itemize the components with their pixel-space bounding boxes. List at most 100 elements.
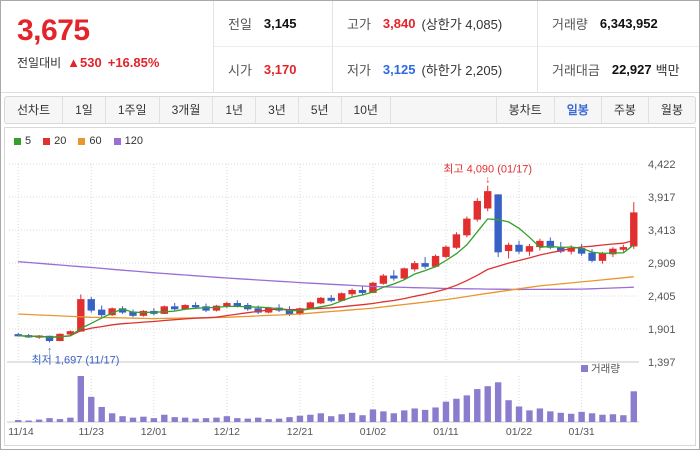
volume-bar xyxy=(223,416,231,422)
candle-body xyxy=(452,234,461,248)
tab-candle-chart[interactable]: 봉차트 xyxy=(495,97,554,123)
volume-bar xyxy=(578,411,585,422)
candle-body xyxy=(588,252,596,261)
candle-body xyxy=(546,240,555,248)
volume-bar xyxy=(609,414,617,422)
candle-body xyxy=(77,299,85,332)
stat-upper-limit: (상한가 4,085) xyxy=(421,16,503,32)
candle-body xyxy=(87,299,95,311)
volume-bar xyxy=(348,412,356,422)
y-axis-label: 4,422 xyxy=(648,159,676,171)
candle-body xyxy=(494,194,502,253)
stat-amount: 거래대금 22,927 백만 xyxy=(537,46,699,92)
volume-legend-label: 거래량 xyxy=(591,363,620,375)
volume-bar xyxy=(56,419,64,422)
stat-open-value: 3,170 xyxy=(263,61,297,77)
stat-amount-unit: 백만 xyxy=(655,62,680,78)
stat-amount-label: 거래대금 xyxy=(552,62,600,78)
tab-period-1y[interactable]: 1년 xyxy=(213,97,257,123)
volume-bar xyxy=(307,414,314,422)
price-volume-chart[interactable]: 4,422 3,917 3,413 2,909 2,405 1,901 1,397 11/14… xyxy=(5,128,695,445)
legend-label-ma5: 5 xyxy=(25,135,32,147)
volume-bar xyxy=(630,391,637,422)
volume-bar xyxy=(234,418,241,422)
candle-body xyxy=(317,297,325,304)
legend-swatch-ma5 xyxy=(14,137,21,145)
tab-period-3m[interactable]: 3개월 xyxy=(160,97,214,123)
volume-bar xyxy=(547,411,554,422)
volume-bar xyxy=(567,413,575,422)
legend-swatch-ma120 xyxy=(113,137,121,145)
volume-bar xyxy=(338,414,345,422)
volume-bar xyxy=(140,416,147,422)
x-axis-label: 01/02 xyxy=(360,426,386,438)
quote-stats: 전일 3,145 고가 3,840 (상한가 4,085) 거래량 6,343,… xyxy=(213,1,699,92)
volume-bar xyxy=(453,398,460,422)
stat-amount-value: 22,927 xyxy=(611,61,652,77)
ma120-line xyxy=(18,261,634,291)
volume-bar xyxy=(161,414,168,422)
volume-bar xyxy=(171,417,178,422)
tab-period-10y[interactable]: 10년 xyxy=(342,97,391,123)
change-row: 전일대비 ▲530 +16.85% xyxy=(17,54,197,71)
volume-bar xyxy=(620,415,627,422)
candle-body xyxy=(233,303,242,307)
tab-candle-monthly[interactable]: 월봉 xyxy=(647,97,695,123)
ma-legend: 5 20 60 120 xyxy=(14,135,143,147)
tab-period-1w[interactable]: 1주일 xyxy=(106,97,160,123)
volume-bar xyxy=(557,412,564,422)
volume-bar xyxy=(213,417,220,422)
volume-bar xyxy=(515,406,523,422)
volume-bar xyxy=(328,416,335,422)
legend-label-ma20: 20 xyxy=(54,135,67,147)
volume-bar xyxy=(494,382,502,422)
price-block: 3,675 전일대비 ▲530 +16.85% xyxy=(1,1,213,92)
ma-legend-ma60: 60 xyxy=(78,135,102,147)
candle-body xyxy=(410,263,419,270)
stat-volume-label: 거래량 xyxy=(552,16,588,32)
tab-candle-weekly[interactable]: 주봉 xyxy=(600,97,648,123)
tab-period-3y[interactable]: 3년 xyxy=(256,97,299,123)
stat-prev-close-value: 3,145 xyxy=(263,15,297,31)
candle-type-tabs: 봉차트 일봉 주봉 월봉 xyxy=(495,97,695,123)
annotation-high-arrow-icon: ↓ xyxy=(485,175,490,186)
stat-high-label: 고가 xyxy=(347,16,371,32)
x-axis-label: 11/14 xyxy=(8,426,34,438)
candle-body xyxy=(598,253,607,261)
volume-bar xyxy=(474,389,481,422)
volume-bar xyxy=(421,409,429,422)
volume-bar xyxy=(505,400,512,422)
volume-bar xyxy=(129,417,137,422)
candle-body xyxy=(97,309,106,316)
candle-body xyxy=(504,244,513,252)
candle-body xyxy=(139,310,148,316)
legend-label-ma60: 60 xyxy=(89,135,102,147)
volume-bar xyxy=(202,418,210,422)
volume-legend-swatch xyxy=(581,365,588,372)
volume-bar xyxy=(265,419,272,422)
y-axis-label: 3,413 xyxy=(648,225,676,237)
volume-bar xyxy=(15,420,22,422)
candle-body xyxy=(400,268,408,279)
ma60-line xyxy=(18,276,634,320)
stat-open-label: 시가 xyxy=(228,62,252,78)
tab-line-chart[interactable]: 선차트 xyxy=(5,97,64,123)
tab-period-5y[interactable]: 5년 xyxy=(299,97,342,123)
volume-bar xyxy=(442,401,450,422)
tab-candle-daily[interactable]: 일봉 xyxy=(553,97,601,123)
candle-body xyxy=(390,275,398,279)
x-axis-label: 01/11 xyxy=(433,426,459,438)
volume-bar xyxy=(369,409,377,422)
volume-bar xyxy=(275,418,283,422)
x-axis-label: 01/22 xyxy=(506,426,532,438)
tab-period-1d[interactable]: 1일 xyxy=(63,97,106,123)
candle-body xyxy=(525,246,534,252)
volume-bar xyxy=(254,417,262,422)
x-axis-label: 12/01 xyxy=(141,426,167,438)
candle-body xyxy=(473,200,481,220)
candle-body xyxy=(515,244,523,252)
volume-bar xyxy=(390,413,398,422)
candle-body xyxy=(421,263,429,267)
volume-bar xyxy=(286,417,293,422)
stat-lower-limit: (하한가 2,205) xyxy=(421,62,503,78)
